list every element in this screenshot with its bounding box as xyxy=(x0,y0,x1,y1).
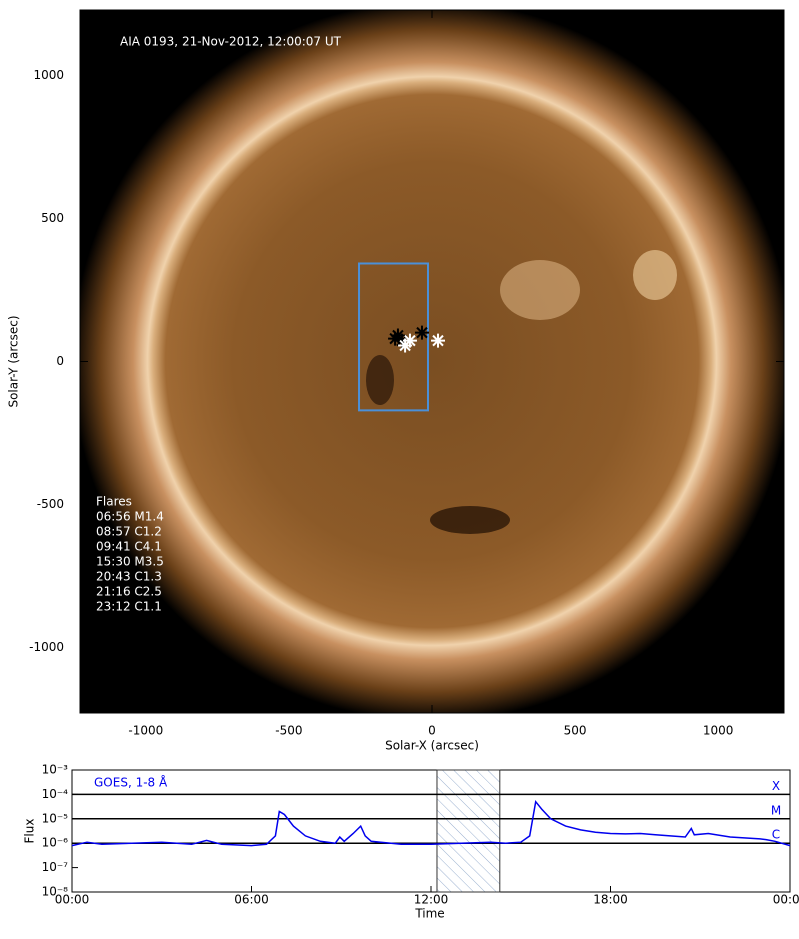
y-tick-label: -500 xyxy=(37,497,64,511)
level-label: X xyxy=(772,779,780,793)
flare-marker xyxy=(402,333,417,348)
x-tick-label: 1000 xyxy=(703,724,734,738)
dark-region xyxy=(430,506,510,534)
y-axis-label: Solar-Y (arcsec) xyxy=(7,315,21,407)
legend-entry: 21:16 C2.5 xyxy=(96,585,162,599)
sun-disk xyxy=(80,10,784,713)
flux-line xyxy=(71,799,791,847)
legend-entry: 09:41 C4.1 xyxy=(96,540,162,554)
annotation: AIA 0193, 21-Nov-2012, 12:00:07 UT xyxy=(120,35,342,49)
y-tick-label: 10⁻⁵ xyxy=(42,811,69,825)
x-tick-label: 00:00 xyxy=(55,893,90,907)
plot-frame xyxy=(71,769,791,893)
y-tick-label: 10⁻⁶ xyxy=(42,836,69,850)
x-tick-label: -1000 xyxy=(128,724,163,738)
y-tick-label: 10⁻³ xyxy=(42,763,69,777)
legend-title: Flares xyxy=(96,495,132,509)
bright-region xyxy=(500,260,580,320)
y-tick-label: 10⁻⁴ xyxy=(42,787,69,801)
legend-entry: 06:56 M1.4 xyxy=(96,510,164,524)
y-tick-label: 10⁻⁷ xyxy=(42,860,69,874)
y-tick-label: 1000 xyxy=(33,68,64,82)
sun-image xyxy=(80,10,784,713)
x-tick-label: 12:00 xyxy=(414,893,449,907)
dark-region xyxy=(366,355,394,405)
legend-entry: GOES, 1-8 Å xyxy=(94,775,168,790)
bright-region xyxy=(633,250,677,300)
legend-entry: 20:43 C1.3 xyxy=(96,570,162,584)
y-tick-label: 500 xyxy=(41,211,64,225)
flare-marker xyxy=(388,331,403,346)
x-tick-label: 00:00 xyxy=(773,893,799,907)
x-tick-label: 18:00 xyxy=(593,893,628,907)
level-label: M xyxy=(771,803,781,817)
y-tick-label: 10⁻⁸ xyxy=(42,885,69,899)
x-tick-label: 0 xyxy=(428,724,436,738)
x-tick-label: 500 xyxy=(564,724,587,738)
legend-entry: 08:57 C1.2 xyxy=(96,525,162,539)
y-tick-label: 0 xyxy=(56,354,64,368)
flare-marker xyxy=(414,325,429,340)
x-axis-label: Time xyxy=(414,907,444,921)
y-tick-label: -1000 xyxy=(29,640,64,654)
shaded-interval xyxy=(436,769,501,893)
flare-marker xyxy=(431,333,446,348)
y-axis-label: Flux xyxy=(23,819,37,844)
x-tick-label: 06:00 xyxy=(234,893,269,907)
legend-entry: 15:30 M3.5 xyxy=(96,555,164,569)
level-label: C xyxy=(772,828,780,842)
legend-entry: 23:12 C1.1 xyxy=(96,600,162,614)
x-tick-label: -500 xyxy=(275,724,302,738)
x-axis-label: Solar-X (arcsec) xyxy=(385,739,479,753)
region-box xyxy=(358,262,429,412)
